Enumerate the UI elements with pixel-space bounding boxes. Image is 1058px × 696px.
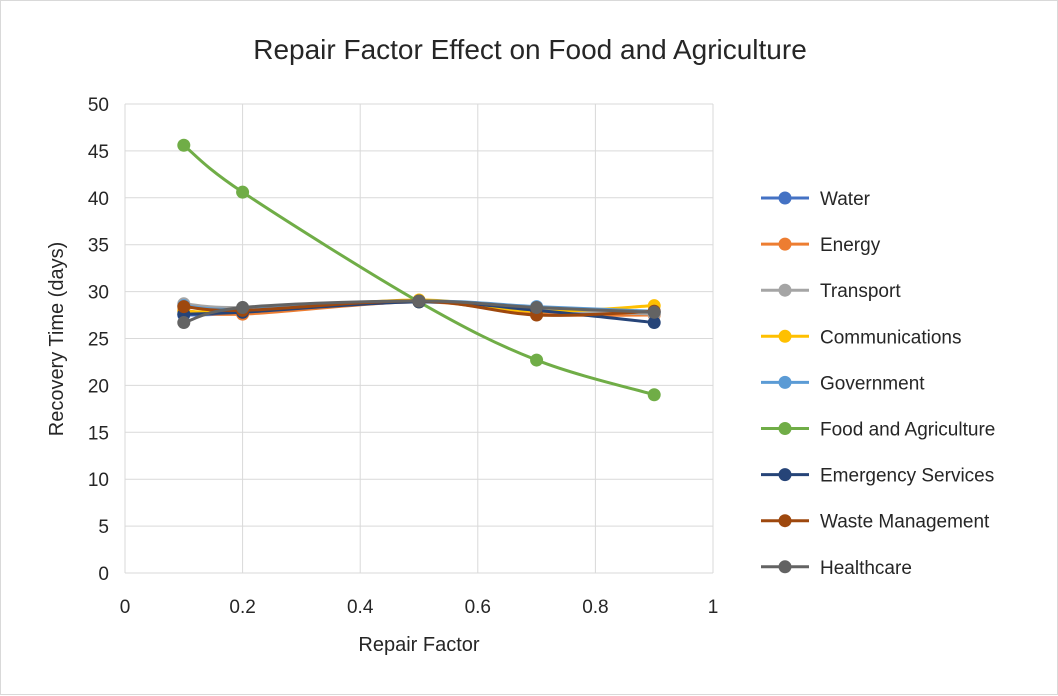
legend-marker	[778, 468, 792, 482]
legend-label: Food and Agriculture	[820, 420, 995, 441]
legend-label: Government	[820, 373, 925, 394]
legend-marker	[778, 560, 792, 574]
y-tick-label: 20	[88, 376, 109, 397]
legend-item: Waste Management	[761, 512, 990, 533]
legend-item: Energy	[761, 235, 881, 256]
legend-marker	[778, 283, 792, 297]
x-tick-label: 0.4	[347, 597, 374, 618]
legend-marker	[778, 329, 792, 343]
data-point	[647, 305, 661, 319]
legend-label: Communications	[820, 327, 962, 348]
legend-item: Food and Agriculture	[761, 420, 995, 441]
y-tick-labels: 0 5 10 15 20 25 30 35 40 45 50	[88, 95, 109, 585]
y-tick-label: 15	[88, 423, 109, 444]
legend: Water Energy Transport Communications Govern…	[761, 189, 995, 579]
x-tick-labels: 0 0.2 0.4 0.6 0.8 1	[120, 597, 719, 618]
legend-marker	[778, 514, 792, 528]
series-line	[182, 143, 656, 397]
y-tick-label: 5	[98, 517, 109, 538]
y-tick-label: 45	[88, 142, 109, 163]
legend-label: Energy	[820, 235, 881, 256]
x-tick-label: 1	[708, 597, 719, 618]
legend-item: Healthcare	[761, 558, 912, 579]
legend-marker	[778, 375, 792, 389]
data-point	[177, 316, 191, 330]
data-point	[177, 300, 191, 314]
data-point	[530, 301, 544, 315]
legend-marker	[778, 237, 792, 251]
legend-label: Waste Management	[820, 512, 990, 533]
x-tick-label: 0.6	[465, 597, 491, 618]
x-tick-label: 0.8	[582, 597, 608, 618]
y-tick-label: 0	[98, 564, 109, 585]
y-tick-label: 25	[88, 330, 109, 351]
legend-item: Water	[761, 189, 871, 210]
y-tick-label: 50	[88, 95, 109, 116]
data-point	[647, 388, 661, 402]
y-tick-label: 40	[88, 189, 109, 210]
legend-label: Transport	[820, 281, 901, 302]
legend-item: Transport	[761, 281, 901, 302]
data-point	[647, 316, 661, 330]
data-point	[177, 138, 191, 152]
series-healthcare	[177, 294, 661, 330]
y-tick-label: 30	[88, 283, 109, 304]
x-tick-label: 0	[120, 597, 131, 618]
legend-label: Healthcare	[820, 558, 912, 579]
legend-item: Emergency Services	[761, 466, 994, 487]
y-axis-title: Recovery Time (days)	[46, 242, 68, 437]
y-tick-label: 35	[88, 236, 109, 257]
plot-area	[177, 138, 661, 402]
x-axis-title: Repair Factor	[358, 634, 479, 656]
legend-label: Water	[820, 189, 871, 210]
data-point	[236, 185, 250, 199]
legend-item: Communications	[761, 327, 962, 348]
legend-item: Government	[761, 373, 925, 394]
legend-label: Emergency Services	[820, 466, 994, 487]
x-tick-label: 0.2	[229, 597, 255, 618]
legend-marker	[778, 422, 792, 435]
data-point	[530, 353, 544, 367]
chart-title: Repair Factor Effect on Food and Agricul…	[253, 34, 807, 65]
legend-marker	[778, 191, 792, 205]
data-point	[412, 294, 426, 308]
series-food-and-agriculture	[177, 138, 661, 402]
y-tick-label: 10	[88, 470, 109, 491]
gridlines	[124, 103, 714, 574]
data-point	[236, 301, 250, 315]
